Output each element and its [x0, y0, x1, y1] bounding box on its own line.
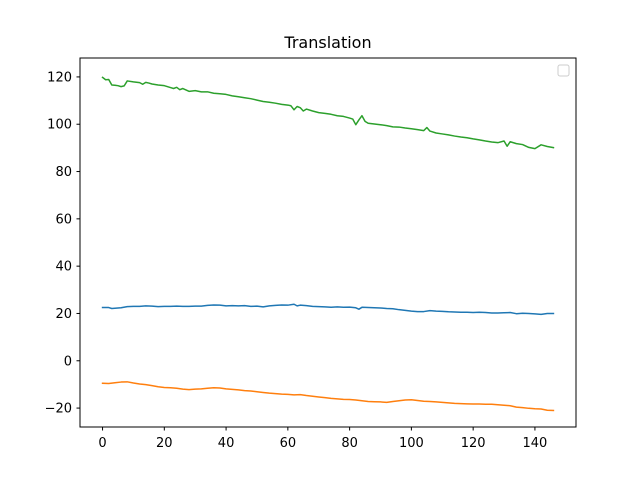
series-line-2: [101, 381, 555, 412]
legend-box: [557, 64, 570, 77]
x-tick-label: 100: [399, 436, 424, 451]
y-axis-ticks: −20 0 20 40 60 80 100 120: [45, 70, 80, 417]
x-tick-label: 120: [461, 436, 486, 451]
y-tick-label: −20: [45, 402, 72, 417]
series-line-1: [101, 303, 555, 316]
y-tick-label: 20: [55, 307, 72, 322]
x-tick-label: 80: [341, 436, 358, 451]
series-layer: [101, 76, 555, 412]
x-tick-label: 60: [280, 436, 297, 451]
plot-frame: [79, 57, 577, 428]
x-tick-label: 20: [156, 436, 173, 451]
x-tick-label: 0: [98, 436, 106, 451]
series-line-3: [101, 76, 555, 150]
x-tick-label: 140: [523, 436, 548, 451]
chart-title: Translation: [283, 33, 371, 52]
y-tick-label: 80: [55, 165, 72, 180]
y-tick-label: 100: [47, 118, 72, 133]
y-tick-label: 40: [55, 260, 72, 275]
x-axis-ticks: 0 20 40 60 80 100 120 140: [98, 427, 547, 451]
y-tick-label: 0: [64, 354, 72, 369]
x-tick-label: 40: [218, 436, 235, 451]
y-tick-label: 120: [47, 70, 72, 85]
y-tick-label: 60: [55, 212, 72, 227]
